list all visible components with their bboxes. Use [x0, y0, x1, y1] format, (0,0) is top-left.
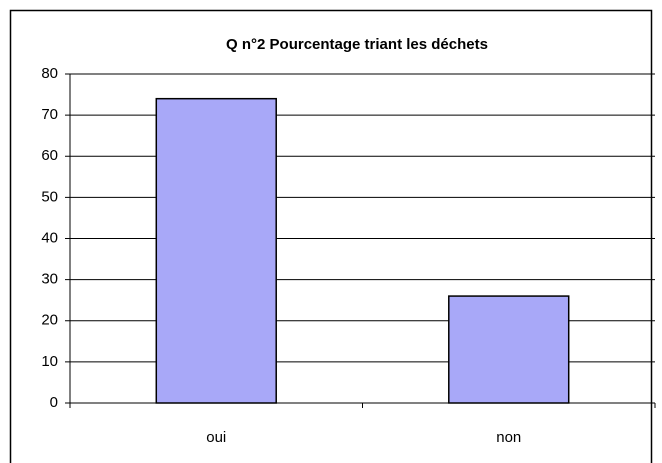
y-tick-label: 0 [50, 394, 58, 411]
y-tick-label: 60 [41, 147, 58, 164]
x-tick-label: oui [206, 429, 226, 446]
y-tick-label: 20 [41, 312, 58, 329]
bar [155, 97, 277, 404]
y-tick-label: 30 [41, 271, 58, 288]
bar [448, 295, 570, 404]
y-tick-label: 70 [41, 106, 58, 123]
x-tick-label: non [496, 429, 521, 446]
chart-title: Q n°2 Pourcentage triant les déchets [226, 36, 488, 53]
y-tick-label: 80 [41, 65, 58, 82]
y-tick-label: 10 [41, 353, 58, 370]
y-tick-label: 40 [41, 229, 58, 246]
y-tick-label: 50 [41, 188, 58, 205]
